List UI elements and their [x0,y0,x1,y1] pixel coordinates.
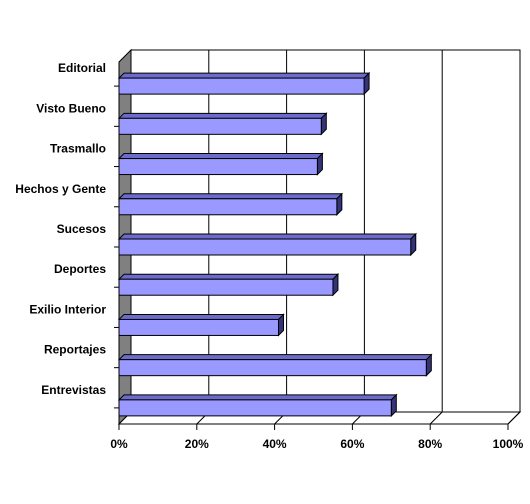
bar [118,318,279,336]
bar-top [117,273,340,280]
bar-top [117,153,324,160]
chart-back-wall [130,49,521,413]
category-label: Sucesos [57,222,107,236]
category-label: Exilio Interior [29,302,106,316]
bar [118,158,318,176]
category-label: Editorial [58,61,106,75]
gridline-floor [507,411,521,425]
bar [118,117,322,135]
bar [118,198,338,216]
category-label: Reportajes [44,343,106,357]
category-label: Trasmallo [50,142,106,156]
x-tick-label: 20% [185,437,209,451]
bar [118,238,412,256]
bar-top [117,394,398,401]
x-tick-label: 0% [110,437,128,451]
category-label: Visto Bueno [36,101,106,115]
bar [118,359,427,377]
x-tick-label: 100% [493,437,524,451]
bar [118,399,392,417]
x-tick-label: 40% [263,437,287,451]
x-tick-label: 80% [418,437,442,451]
bar [118,278,334,296]
bar-top [117,112,328,119]
bar-top [117,313,285,320]
bar-top [117,233,417,240]
gridline-floor [429,411,443,425]
bar-top [117,354,433,361]
x-tick-label: 60% [340,437,364,451]
category-label: Deportes [54,262,106,276]
bar-top [117,193,344,200]
bar [118,77,365,95]
bar-top [117,72,371,79]
category-label: Hechos y Gente [15,182,106,196]
category-label: Entrevistas [41,383,106,397]
